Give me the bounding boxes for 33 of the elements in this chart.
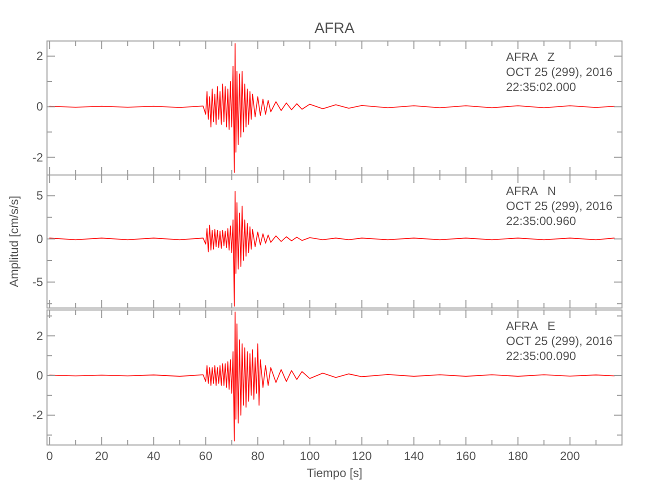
annotation: 22:35:02.000 [506,80,576,94]
annotation: AFRA E [506,319,556,333]
y-tick-label: 2 [36,328,44,343]
y-tick-label: -5 [32,275,44,290]
x-axis-title: Tiempo [s] [306,466,362,480]
y-tick-label: -2 [32,408,44,422]
annotation: OCT 25 (299), 2016 [506,334,613,348]
annotation: AFRA Z [506,50,555,64]
x-tick-label: 160 [456,449,476,463]
y-tick-label: -2 [32,150,44,164]
chart-title: AFRA [314,20,355,37]
x-tick-label: 100 [300,449,320,463]
x-tick-label: 0 [46,449,54,463]
x-tick-label: 20 [94,449,109,463]
x-tick-label: 200 [560,449,580,463]
x-tick-label: 120 [352,449,372,463]
x-tick-label: 140 [404,449,424,463]
y-axis-title: Amplitud [cm/s/s] [7,196,21,288]
x-tick-label: 180 [508,449,528,463]
x-tick-label: 60 [199,449,213,463]
annotation: AFRA N [506,184,556,198]
y-tick-label: 0 [36,368,44,383]
y-tick-label: 0 [36,100,44,114]
annotation: OCT 25 (299), 2016 [506,65,613,79]
y-tick-label: 0 [36,232,44,246]
annotation: 22:35:00.960 [506,214,576,228]
x-tick-label: 80 [251,449,265,463]
y-tick-label: 2 [36,49,44,64]
y-tick-label: 5 [36,188,44,203]
annotation: OCT 25 (299), 2016 [506,199,613,213]
x-tick-label: 40 [146,449,161,463]
line-series [49,312,615,442]
annotation: 22:35:00.090 [506,349,576,363]
